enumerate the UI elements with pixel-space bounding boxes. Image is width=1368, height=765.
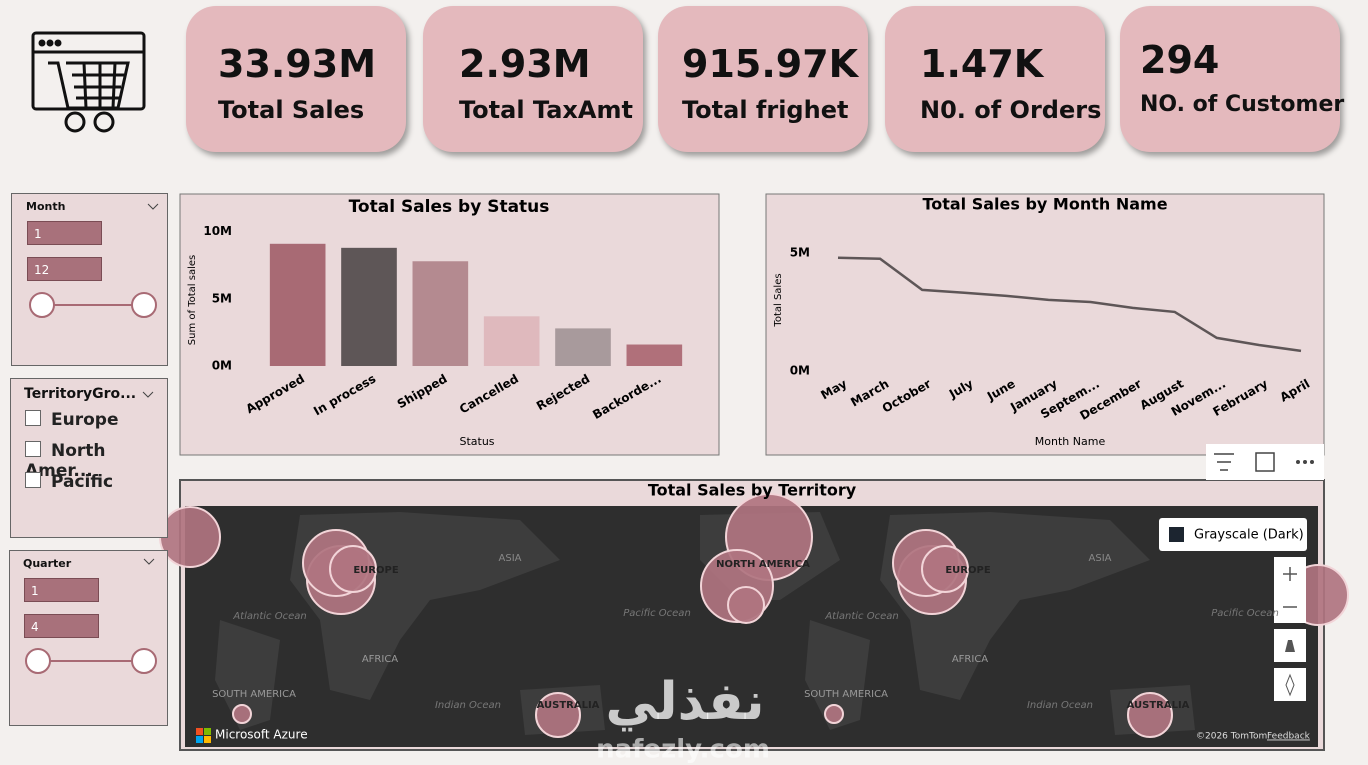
month-slicer: Month 1 12 xyxy=(11,193,168,366)
y-axis-title: Sum of Total sales xyxy=(187,255,198,345)
map-bubbles xyxy=(159,493,1349,738)
bar xyxy=(626,344,683,366)
checkbox[interactable] xyxy=(25,441,41,457)
option-label: Pacific xyxy=(51,472,114,492)
map-label: EUROPE xyxy=(945,565,990,576)
kpi-value: 915.97K xyxy=(682,42,859,86)
watermark: نفذلي xyxy=(605,672,764,732)
map-label: AUSTRALIA xyxy=(1127,700,1190,711)
map-label: Indian Ocean xyxy=(435,700,501,711)
slicer-title: TerritoryGro... xyxy=(24,386,137,402)
map-controls xyxy=(1274,557,1306,701)
y-axis-title: Total Sales xyxy=(773,273,784,327)
option[interactable]: Europe xyxy=(25,410,118,430)
bar xyxy=(269,243,326,366)
map-title: Total Sales by Territory xyxy=(648,481,857,500)
y-tick-label: 0M xyxy=(212,359,232,373)
bar xyxy=(483,316,540,366)
y-tick-label: 5M xyxy=(212,291,232,305)
territory-slicer: TerritoryGro... Europe North Amer... Pac… xyxy=(10,378,168,538)
kpi-card: 2.93M Total TaxAmt xyxy=(423,6,643,152)
focus-icon[interactable] xyxy=(1255,452,1275,472)
checkbox[interactable] xyxy=(25,472,41,488)
style-name: Grayscale (Dark) xyxy=(1194,528,1304,543)
kpi-label: Total Sales xyxy=(218,96,365,124)
style-swatch xyxy=(1169,527,1184,542)
map-label: SOUTH AMERICA xyxy=(212,689,296,700)
x-axis-title: Status xyxy=(459,435,494,448)
chart-title: Total Sales by Status xyxy=(349,197,550,217)
x-axis-title: Month Name xyxy=(1035,435,1106,448)
map-labels: EUROPE ASIA NORTH AMERICA EUROPE ASIA At… xyxy=(212,553,1279,711)
kpi-card: 33.93M Total Sales xyxy=(186,6,406,152)
bar xyxy=(555,328,611,366)
y-tick-label: 10M xyxy=(203,224,232,238)
kpi-value: 294 xyxy=(1140,38,1220,82)
map-label: AFRICA xyxy=(362,654,398,665)
y-tick-label: 5M xyxy=(790,245,810,259)
line xyxy=(837,256,1302,353)
map-copyright: ©2026 TomTom xyxy=(1196,732,1267,742)
kpi-value: 2.93M xyxy=(459,42,591,86)
map-label: Pacific Ocean xyxy=(623,608,691,619)
style-picker[interactable] xyxy=(1159,518,1307,551)
azure-logo xyxy=(196,728,211,743)
filter-icon[interactable] xyxy=(1214,453,1234,471)
kpi-label: N0. of Orders xyxy=(920,96,1102,124)
map-label: ASIA xyxy=(499,553,522,564)
map-label: EUROPE xyxy=(353,565,398,576)
kpi-value: 33.93M xyxy=(218,42,377,86)
more-icon[interactable] xyxy=(1296,460,1314,464)
cart-icon xyxy=(31,31,146,133)
kpi-card: 915.97K Total frighet xyxy=(658,6,868,152)
map-label: Pacific Ocean xyxy=(1211,608,1279,619)
map-label: ASIA xyxy=(1089,553,1112,564)
kpi-card: 294 NO. of Customer xyxy=(1120,6,1344,152)
map-label: Atlantic Ocean xyxy=(232,611,306,622)
range-to[interactable]: 12 xyxy=(27,257,102,281)
kpi-value: 1.47K xyxy=(920,42,1044,86)
zoom-buttons[interactable] xyxy=(1274,557,1306,623)
option[interactable]: Pacific xyxy=(25,472,113,492)
kpi-card: 1.47K N0. of Orders xyxy=(885,6,1105,152)
map-label: AUSTRALIA xyxy=(537,700,600,711)
map-feedback[interactable]: Feedback xyxy=(1267,732,1311,742)
option-label: Europe xyxy=(51,410,119,430)
map-brand: Microsoft Azure xyxy=(215,728,308,742)
line-panel xyxy=(765,193,1325,456)
map-label: Indian Ocean xyxy=(1027,700,1093,711)
range-from[interactable]: 1 xyxy=(27,221,102,245)
kpi-label: NO. of Customer xyxy=(1140,92,1345,117)
slicer-title: Quarter xyxy=(23,557,72,570)
range-from[interactable]: 1 xyxy=(24,578,99,602)
y-tick-label: 0M xyxy=(790,364,810,378)
kpi-label: Total frighet xyxy=(682,96,849,124)
chart-title: Total Sales by Month Name xyxy=(922,195,1167,214)
slicer-title: Month xyxy=(26,200,66,213)
map-label: AFRICA xyxy=(952,654,988,665)
option-label: North Amer... xyxy=(25,441,106,481)
map-visual-header xyxy=(1206,444,1324,480)
quarter-slicer: Quarter 1 4 xyxy=(9,550,168,726)
map-label: NORTH AMERICA xyxy=(716,559,810,570)
kpi-label: Total TaxAmt xyxy=(459,96,633,124)
option[interactable]: North Amer... xyxy=(25,441,167,481)
checkbox[interactable] xyxy=(25,410,41,426)
range-to[interactable]: 4 xyxy=(24,614,99,638)
watermark: nafezly.com xyxy=(596,735,770,765)
map-label: Atlantic Ocean xyxy=(824,611,898,622)
bar xyxy=(341,247,397,366)
map-label: SOUTH AMERICA xyxy=(804,689,888,700)
bar xyxy=(412,261,469,366)
